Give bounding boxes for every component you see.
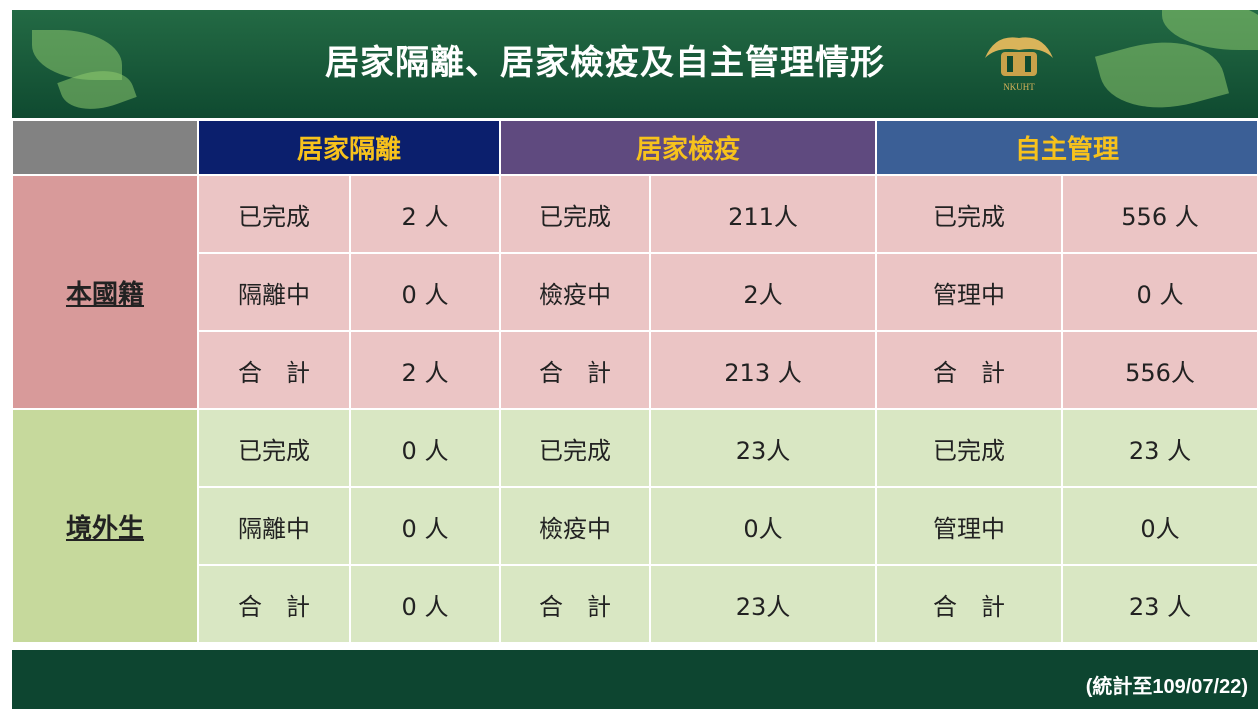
status-cell: 已完成 <box>876 175 1062 253</box>
count-cell: 0人 <box>1062 487 1258 565</box>
count-cell: 23人 <box>650 565 876 643</box>
status-cell: 已完成 <box>500 175 650 253</box>
count-cell: 0人 <box>650 487 876 565</box>
count-cell: 0 人 <box>350 565 500 643</box>
count-cell: 23 人 <box>1062 565 1258 643</box>
status-cell: 合 計 <box>198 565 350 643</box>
status-cell: 檢疫中 <box>500 487 650 565</box>
count-cell: 2人 <box>650 253 876 331</box>
status-cell: 檢疫中 <box>500 253 650 331</box>
count-cell: 556人 <box>1062 331 1258 409</box>
count-cell: 0 人 <box>350 409 500 487</box>
count-cell: 23 人 <box>1062 409 1258 487</box>
status-cell: 隔離中 <box>198 487 350 565</box>
count-cell: 23人 <box>650 409 876 487</box>
status-cell: 合 計 <box>198 331 350 409</box>
group-label: 本國籍 <box>12 175 198 409</box>
status-cell: 隔離中 <box>198 253 350 331</box>
status-cell: 已完成 <box>876 409 1062 487</box>
count-cell: 556 人 <box>1062 175 1258 253</box>
status-cell: 已完成 <box>198 175 350 253</box>
logo: NKUHT <box>975 28 1063 96</box>
column-header: 居家隔離 <box>198 120 500 175</box>
logo-text: NKUHT <box>1003 82 1035 92</box>
status-cell: 已完成 <box>500 409 650 487</box>
slide: 居家隔離、居家檢疫及自主管理情形 NKUHT (統計至109/07/22) 居家… <box>0 0 1260 709</box>
status-cell: 合 計 <box>500 331 650 409</box>
column-header: 居家檢疫 <box>500 120 876 175</box>
group-label: 境外生 <box>12 409 198 643</box>
count-cell: 2 人 <box>350 331 500 409</box>
count-cell: 213 人 <box>650 331 876 409</box>
status-cell: 已完成 <box>198 409 350 487</box>
status-cell: 合 計 <box>876 331 1062 409</box>
status-cell: 合 計 <box>876 565 1062 643</box>
count-cell: 0 人 <box>1062 253 1258 331</box>
count-cell: 211人 <box>650 175 876 253</box>
count-cell: 0 人 <box>350 253 500 331</box>
status-cell: 管理中 <box>876 253 1062 331</box>
column-header: 自主管理 <box>876 120 1258 175</box>
count-cell: 0 人 <box>350 487 500 565</box>
status-cell: 管理中 <box>876 487 1062 565</box>
header-blank <box>12 120 198 175</box>
status-cell: 合 計 <box>500 565 650 643</box>
count-cell: 2 人 <box>350 175 500 253</box>
footer-note: (統計至109/07/22) <box>12 650 1258 709</box>
